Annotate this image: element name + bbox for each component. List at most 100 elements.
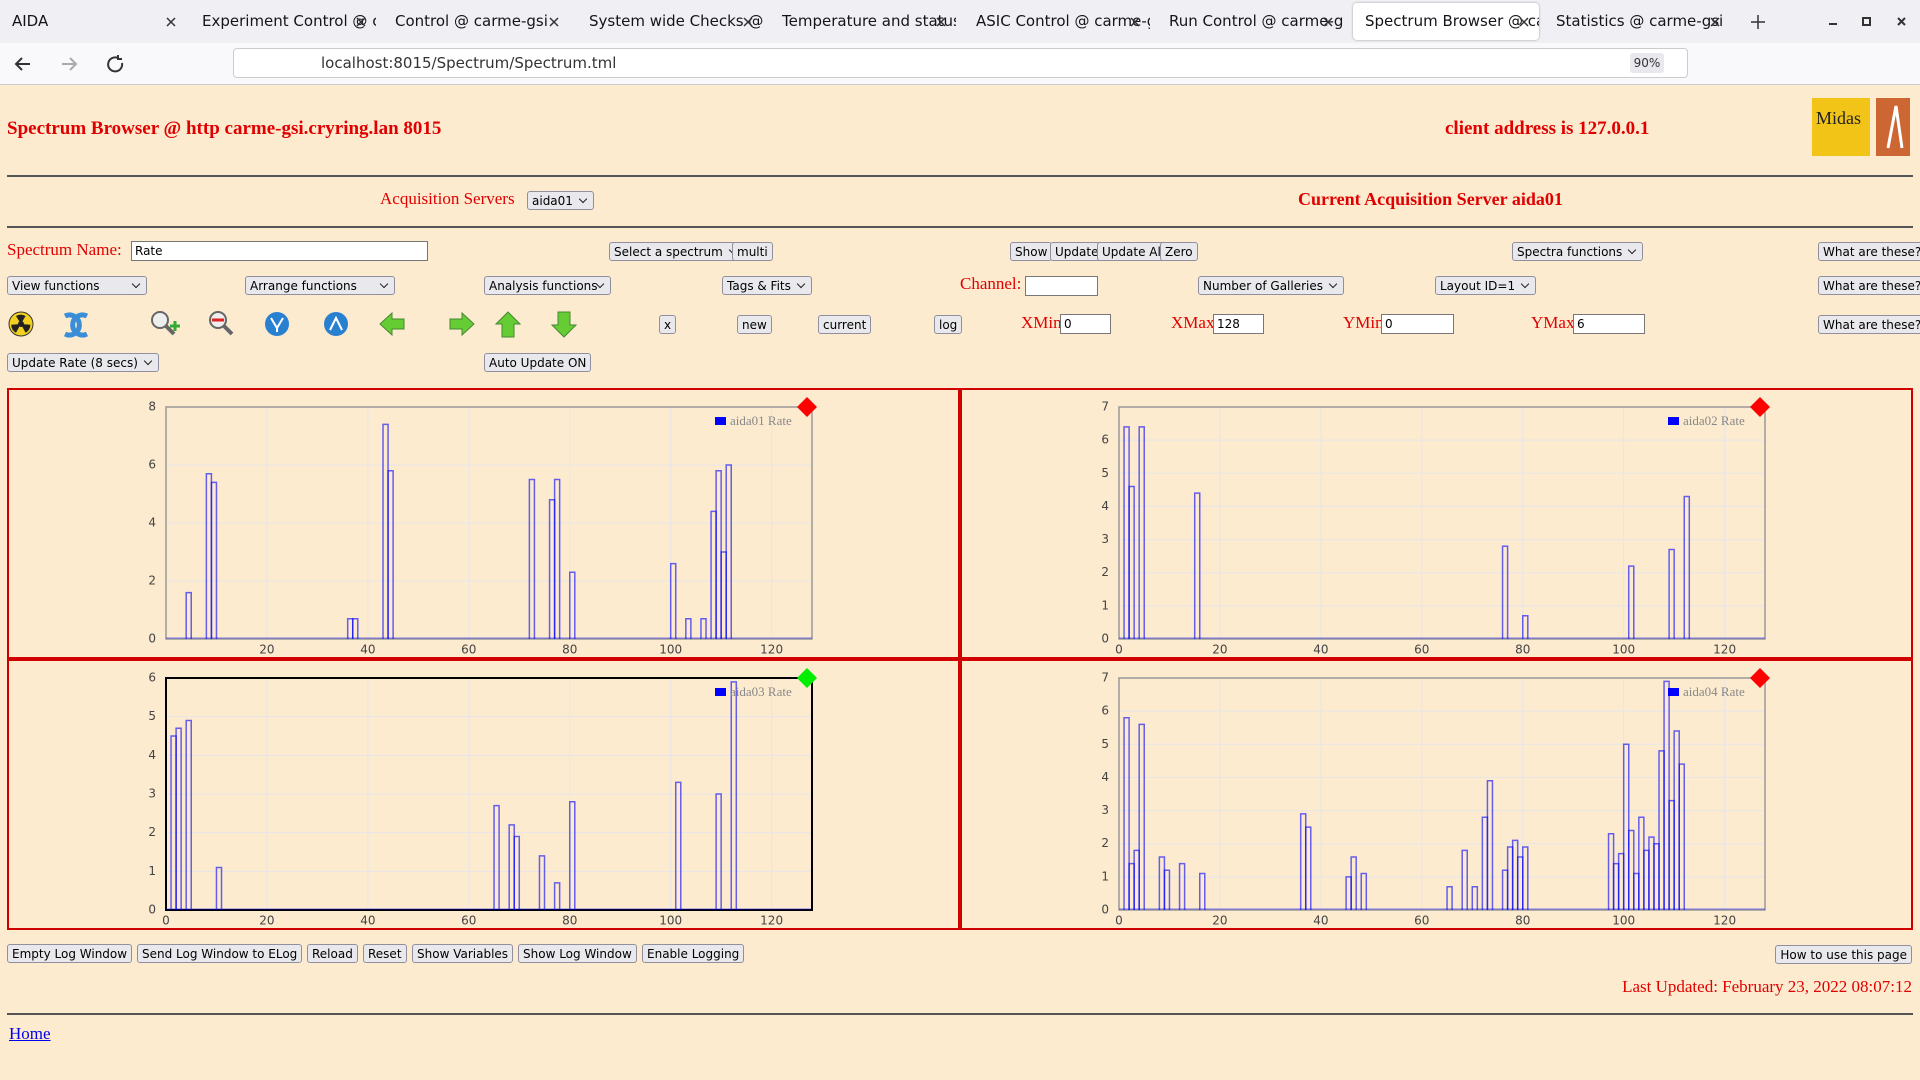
- help-button[interactable]: What are these?: [1818, 242, 1920, 261]
- multi-button[interactable]: multi: [732, 242, 773, 261]
- zero-button[interactable]: Zero: [1160, 242, 1198, 261]
- footer-button[interactable]: Reload: [307, 944, 358, 963]
- chart-cell: 0 2 4 6 8 20 40 60 80 100 120 aida01 Rate: [7, 388, 960, 659]
- acq-select[interactable]: aida01: [527, 191, 594, 210]
- xmax-input[interactable]: [1213, 314, 1264, 334]
- footer-button[interactable]: Empty Log Window: [7, 944, 133, 963]
- tab-title: Spectrum Browser @ ca: [1365, 12, 1539, 30]
- spectrum-bin: [1133, 849, 1140, 910]
- close[interactable]: [1897, 17, 1906, 26]
- tab[interactable]: AIDA: [0, 3, 186, 40]
- spectrum-bin: [1128, 862, 1135, 910]
- x-tick-label: 100: [659, 643, 682, 657]
- new-tab[interactable]: [1751, 15, 1765, 29]
- tab[interactable]: ASIC Control @ carme-g: [964, 3, 1150, 40]
- tab[interactable]: Spectrum Browser @ ca: [1353, 3, 1539, 40]
- footer-button[interactable]: Show Variables: [412, 944, 514, 963]
- tab-close[interactable]: [1130, 17, 1140, 27]
- url-bar[interactable]: localhost:8015/Spectrum/Spectrum.tml 90%: [233, 48, 1688, 78]
- tab[interactable]: Temperature and status: [770, 3, 956, 40]
- close-icon: [1130, 17, 1140, 27]
- spectrum-bin: [1138, 723, 1145, 910]
- spectrum-bin: [548, 499, 556, 639]
- legend-swatch: [1668, 417, 1679, 425]
- footer-button[interactable]: Enable Logging: [642, 944, 745, 963]
- tab[interactable]: Statistics @ carme-gsi: [1544, 3, 1730, 40]
- acq-label: Acquisition Servers: [380, 189, 515, 208]
- spectrum-bin: [1607, 833, 1615, 910]
- tab-close[interactable]: [549, 17, 559, 27]
- tab[interactable]: Run Control @ carme-gs: [1157, 3, 1343, 40]
- spectrum-bin: [1522, 615, 1529, 639]
- y-tick-label: 3: [148, 787, 156, 801]
- help-button[interactable]: What are these?: [1818, 276, 1920, 295]
- tags-fits[interactable]: Tags & Fits: [722, 276, 812, 295]
- arrange-functions[interactable]: Arrange functions: [245, 276, 395, 295]
- current-button[interactable]: current: [818, 315, 872, 334]
- spectrum-bin: [1627, 829, 1635, 910]
- spectrum-bin: [1506, 846, 1514, 910]
- xmin-input[interactable]: [1060, 314, 1111, 334]
- ymin-input[interactable]: [1381, 314, 1454, 334]
- legend-label: aida02 Rate: [1683, 413, 1745, 428]
- tab-close[interactable]: [1323, 17, 1333, 27]
- tab-title: Run Control @ carme-gs: [1169, 12, 1343, 30]
- y-tick-label: 0: [148, 903, 156, 917]
- footer-button[interactable]: Send Log Window to ELog: [137, 944, 303, 963]
- tab-close[interactable]: [166, 17, 176, 27]
- x-tick-label: 20: [259, 643, 274, 657]
- spectrum-bin: [1516, 856, 1524, 910]
- spectrum-bin: [1658, 750, 1665, 910]
- galleries-select[interactable]: Number of Galleries: [1198, 276, 1345, 295]
- update-button[interactable]: Update: [1050, 242, 1104, 261]
- tab[interactable]: Experiment Control @ ca: [190, 3, 376, 40]
- maximize[interactable]: [1862, 17, 1871, 26]
- update-all-button[interactable]: Update All: [1097, 242, 1170, 261]
- auto-update-button[interactable]: Auto Update ON: [484, 353, 592, 372]
- spectrum-bin: [715, 793, 722, 910]
- help-button[interactable]: What are these?: [1818, 315, 1920, 334]
- how-to-button[interactable]: How to use this page: [1775, 945, 1912, 964]
- x-tick-label: 100: [1612, 643, 1635, 657]
- analysis-functions[interactable]: Analysis functions: [484, 276, 611, 295]
- tab-close[interactable]: [356, 17, 366, 27]
- tab-close[interactable]: [1519, 17, 1529, 27]
- tab-close[interactable]: [743, 17, 753, 27]
- ymax-input[interactable]: [1573, 314, 1645, 334]
- spectrum-bin: [1501, 869, 1509, 910]
- y-tick-label: 0: [1101, 632, 1109, 646]
- y-tick-label: 5: [1101, 466, 1109, 480]
- footer-button[interactable]: Reset: [363, 944, 407, 963]
- x-tick-label: 0: [1115, 914, 1123, 928]
- log-button[interactable]: log: [934, 315, 963, 334]
- legend-label: aida03 Rate: [730, 684, 792, 699]
- select-spectrum[interactable]: Select a spectrum: [609, 242, 744, 261]
- divider: [7, 1013, 1913, 1015]
- tab[interactable]: Control @ carme-gsi: [383, 3, 569, 40]
- x-button[interactable]: x: [659, 315, 677, 334]
- tab-close[interactable]: [1710, 17, 1720, 27]
- spectrum-bin: [730, 681, 738, 910]
- spectrum-bin: [1501, 545, 1509, 639]
- zoom-level[interactable]: 90%: [1630, 53, 1664, 73]
- x-tick-label: 0: [162, 914, 170, 928]
- chart-cell: 0 1 2 3 4 5 6 7 0 20 40 60 80 100 120 aida02 Rate: [960, 388, 1913, 659]
- layout-select[interactable]: Layout ID=1: [1435, 276, 1537, 295]
- view-functions[interactable]: View functions: [7, 276, 147, 295]
- spectra-functions[interactable]: Spectra functions: [1512, 242, 1644, 261]
- spectrum-bin: [1668, 799, 1675, 910]
- update-rate[interactable]: Update Rate (8 secs): [7, 353, 159, 372]
- spectrum-bin: [1633, 872, 1640, 910]
- tab[interactable]: System wide Checks @ c: [577, 3, 763, 40]
- spectrum-name-input[interactable]: [131, 241, 428, 261]
- spectrum-bin: [1663, 680, 1670, 910]
- new-button[interactable]: new: [737, 315, 772, 334]
- tab-close[interactable]: [936, 17, 946, 27]
- spectrum-bin: [553, 882, 561, 910]
- channel-input[interactable]: [1025, 276, 1098, 296]
- footer-button[interactable]: Show Log Window: [518, 944, 637, 963]
- home-link[interactable]: Home: [9, 1024, 51, 1043]
- show-button[interactable]: Show: [1010, 242, 1053, 261]
- close-icon: [743, 17, 753, 27]
